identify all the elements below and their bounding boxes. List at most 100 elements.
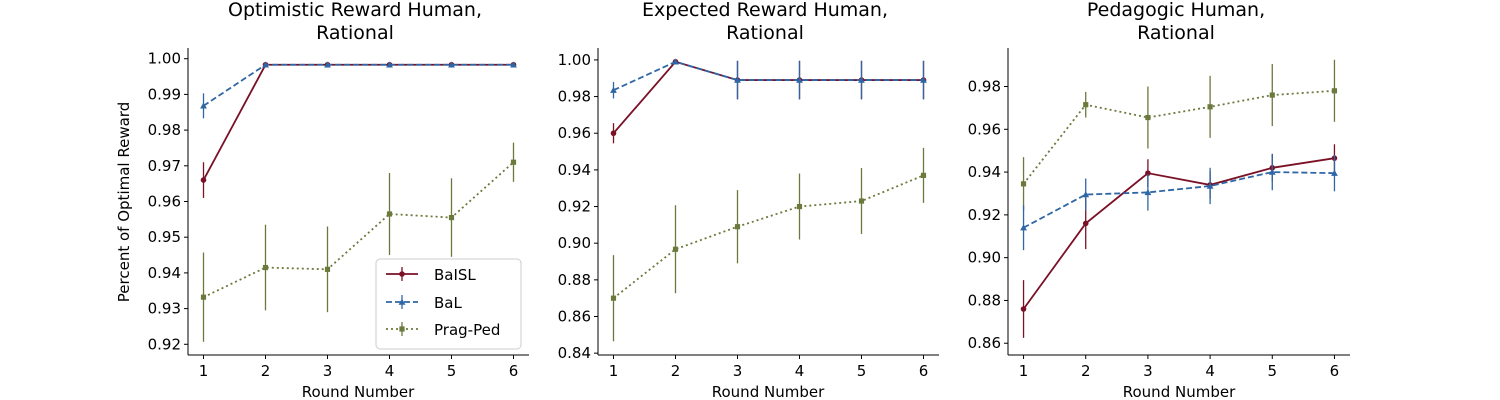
panel-2-point-bal — [734, 76, 741, 83]
panel-1-point-bal — [386, 61, 393, 68]
panel-2-x-axis-label: Round Number — [712, 383, 825, 400]
panel-2-y-tick-label: 0.88 — [558, 271, 591, 289]
panel-2-point-prag-ped — [734, 224, 741, 230]
panel-2-point-bal — [610, 86, 617, 93]
panel-2-plot-area: 0.84 0.86 0.88 0.90 0.92 0.94 0.96 0.98 1.00 1 2 3 4… — [558, 48, 939, 380]
panel-2-x-tick-label: 5 — [857, 362, 867, 380]
panel-3-title-line1: Pedagogic Human, — [1087, 0, 1265, 21]
panel-2-x-tick-label: 4 — [795, 362, 805, 380]
panel-1-point-prag-ped — [262, 264, 269, 271]
panel-3-y-tick-label: 0.90 — [968, 249, 1001, 267]
panel-3-y-tick-label: 0.88 — [968, 291, 1001, 309]
panel-2-y-tick-label: 0.84 — [558, 344, 591, 362]
panel-3-point-prag-ped — [1207, 104, 1213, 110]
panel-3-x-tick-label: 3 — [1143, 362, 1153, 380]
panel-1-y-tick-label: 0.94 — [148, 264, 181, 282]
panel-2-y-tick-label: 0.90 — [558, 234, 591, 252]
legend-entry-prag-ped: Prag-Ped — [386, 321, 500, 339]
panel-3-y-tick-label: 0.92 — [968, 206, 1001, 224]
panel-1-x-tick-label: 6 — [509, 362, 519, 380]
panel-1-y-tick-label: 0.98 — [148, 121, 181, 139]
legend-frame — [375, 258, 522, 350]
legend-entry-bal: BaL — [386, 294, 462, 312]
panel-3-x-tick-label: 5 — [1267, 362, 1277, 380]
panel-3-point-bal — [1268, 168, 1276, 175]
panel-3-series-bal — [1020, 153, 1338, 251]
panel-3-point-bal — [1020, 224, 1027, 231]
panel-2-y-tick-label: 0.86 — [558, 308, 591, 326]
panel-2-line-bal — [613, 60, 924, 91]
panel-3-plot-area: 0.86 0.88 0.90 0.92 0.94 0.96 0.98 1 2 3 4 5 6 — [968, 48, 1350, 380]
panel-1-x-tick-label: 4 — [385, 362, 395, 380]
panel-3-point-prag-ped — [1083, 102, 1089, 108]
panel-2-point-prag-ped — [610, 295, 617, 301]
panel-2-x-tick-label: 1 — [609, 362, 619, 380]
panel-3-point-bal — [1144, 189, 1152, 196]
panel-2-point-prag-ped — [796, 203, 803, 210]
panel-2-point-prag-ped — [858, 198, 865, 204]
legend-label-baisl: BaISL — [434, 266, 476, 284]
panel-1-point-prag-ped — [324, 266, 331, 272]
panel-2-title-line2: Rational — [726, 22, 804, 44]
panel-2-x-tick-label: 2 — [671, 362, 681, 380]
panel-1-x-tick-label: 2 — [261, 362, 271, 380]
panel-1-point-baisl — [200, 177, 207, 183]
panel-3-x-axis-label: Round Number — [1123, 383, 1236, 400]
panel-3-x-tick-label: 4 — [1205, 362, 1215, 380]
panel-3-x-tick-label: 2 — [1081, 362, 1091, 380]
panel-3: Pedagogic Human, Rational 0.860.880.900.… — [968, 0, 1350, 400]
panel-1-x-axis-label: Round Number — [302, 383, 415, 400]
panel-1-line-bal — [203, 63, 514, 107]
panel-3-x-tick-label: 1 — [1019, 362, 1029, 380]
panel-2-line-prag-ped — [612, 174, 924, 299]
panel-3-point-baisl — [1145, 170, 1151, 176]
panel-3-line-bal — [1023, 171, 1335, 229]
legend-marker-bal — [398, 298, 406, 305]
panel-1-point-bal — [324, 61, 331, 68]
panel-2-y-tick-label: 0.96 — [558, 124, 591, 142]
panel-1-series-bal — [200, 61, 517, 119]
panel-1-x-tick-label: 3 — [323, 362, 333, 380]
panel-3-point-bal — [1206, 182, 1214, 189]
legend-marker-prag-ped — [399, 326, 405, 332]
panel-3-point-bal — [1331, 169, 1338, 176]
panel-1-y-tick-label: 0.92 — [148, 335, 181, 353]
legend-marker-baisl — [399, 271, 405, 277]
panel-2-y-tick-label: 0.92 — [558, 198, 591, 216]
panel-1-point-bal — [262, 61, 269, 68]
panel-2-point-baisl — [610, 130, 617, 137]
legend-label-prag-ped: Prag-Ped — [434, 321, 500, 339]
panel-1-point-prag-ped — [386, 211, 393, 217]
panel-3-y-tick-label: 0.98 — [968, 78, 1001, 96]
panel-2-point-bal — [920, 76, 927, 83]
panel-3-point-baisl — [1082, 220, 1089, 227]
panel-1-y-tick-label: 0.95 — [148, 228, 181, 246]
panel-1-y-tick-label: 0.99 — [148, 85, 181, 103]
panel-1: Optimistic Reward Human, Rational 0.920.… — [115, 0, 529, 400]
panel-1-y-axis-label: Percent of Optimal Reward — [115, 102, 133, 302]
panel-3-point-baisl — [1020, 306, 1027, 312]
panel-3-line-prag-ped — [1022, 89, 1335, 185]
panel-2-title-line1: Expected Reward Human, — [642, 0, 888, 21]
panel-1-x-tick-label: 1 — [199, 362, 209, 380]
panel-3-point-prag-ped — [1145, 114, 1151, 121]
panel-3-line-baisl — [1022, 157, 1335, 310]
panel-1-title-line1: Optimistic Reward Human, — [228, 0, 482, 21]
panel-2-series-prag-ped — [610, 147, 927, 342]
panel-2-point-bal — [796, 76, 803, 83]
panel-1-series-prag-ped — [200, 142, 517, 342]
legend-swatch-baisl — [386, 267, 418, 281]
panel-2-point-bal — [858, 76, 865, 83]
panel-1-point-prag-ped — [448, 214, 455, 221]
panel-3-x-tick-label: 6 — [1330, 362, 1340, 380]
panel-3-point-prag-ped — [1269, 92, 1275, 98]
legend-swatch-bal — [386, 295, 418, 309]
panel-1-y-tick-label: 0.96 — [148, 193, 181, 211]
panel-3-y-tick-label: 0.94 — [968, 163, 1001, 181]
panel-3-title-line2: Rational — [1137, 22, 1215, 44]
panel-1-x-tick-label: 5 — [447, 362, 457, 380]
panel-3-point-prag-ped — [1020, 181, 1027, 187]
legend: BaISL BaL Prag-Ped — [375, 258, 522, 350]
